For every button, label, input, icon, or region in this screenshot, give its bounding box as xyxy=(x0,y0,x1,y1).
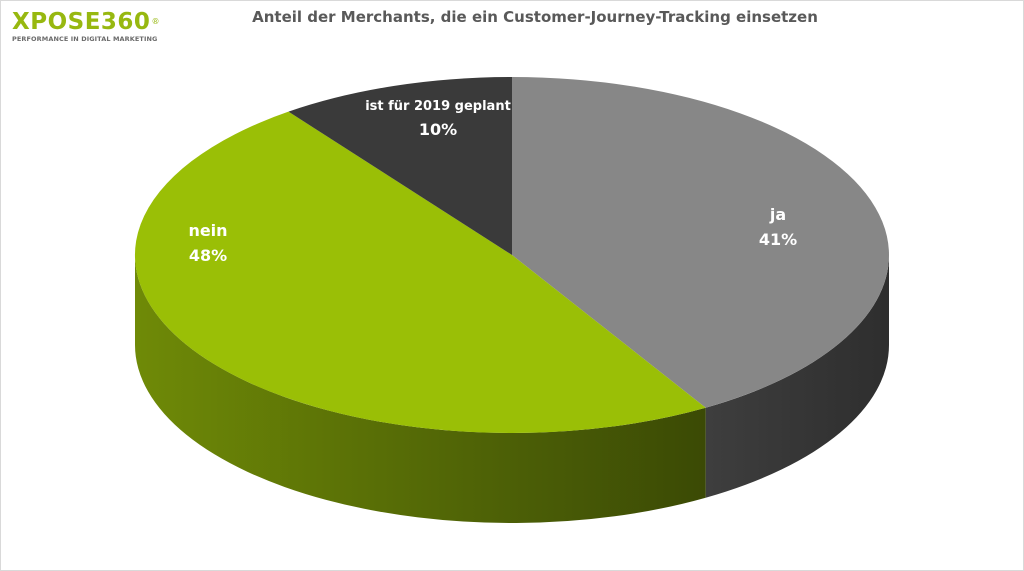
logo-tagline: PERFORMANCE IN DIGITAL MARKETING xyxy=(12,35,158,43)
pie-side-nein xyxy=(134,255,706,523)
slice-value-ist-fr-2019-geplant: 10% xyxy=(419,120,457,139)
pie-tops xyxy=(134,77,889,434)
slice-label-nein: nein xyxy=(188,221,227,240)
registered-mark: ® xyxy=(151,17,160,26)
slice-label-ist-fr-2019-geplant: ist für 2019 geplant xyxy=(365,99,511,114)
logo-name: XPOSE360® xyxy=(12,9,160,35)
pie-labels: ja 41% nein 48% ist für 2019 geplant 10% xyxy=(188,99,797,265)
pie-slice-ist-fr-2019-geplant xyxy=(288,77,512,255)
pie-sides xyxy=(134,255,889,523)
slice-label-ja: ja xyxy=(769,205,786,224)
pie-slice-nein xyxy=(134,111,706,434)
slice-value-nein: 48% xyxy=(189,246,227,265)
slice-value-ja: 41% xyxy=(759,230,797,249)
xpose360-logo: XPOSE360® PERFORMANCE IN DIGITAL MARKETI… xyxy=(12,10,160,43)
pie-slice-ja xyxy=(512,77,889,408)
pie-side-ja xyxy=(705,255,889,498)
chart-title: Anteil der Merchants, die ein Customer-J… xyxy=(252,8,818,26)
